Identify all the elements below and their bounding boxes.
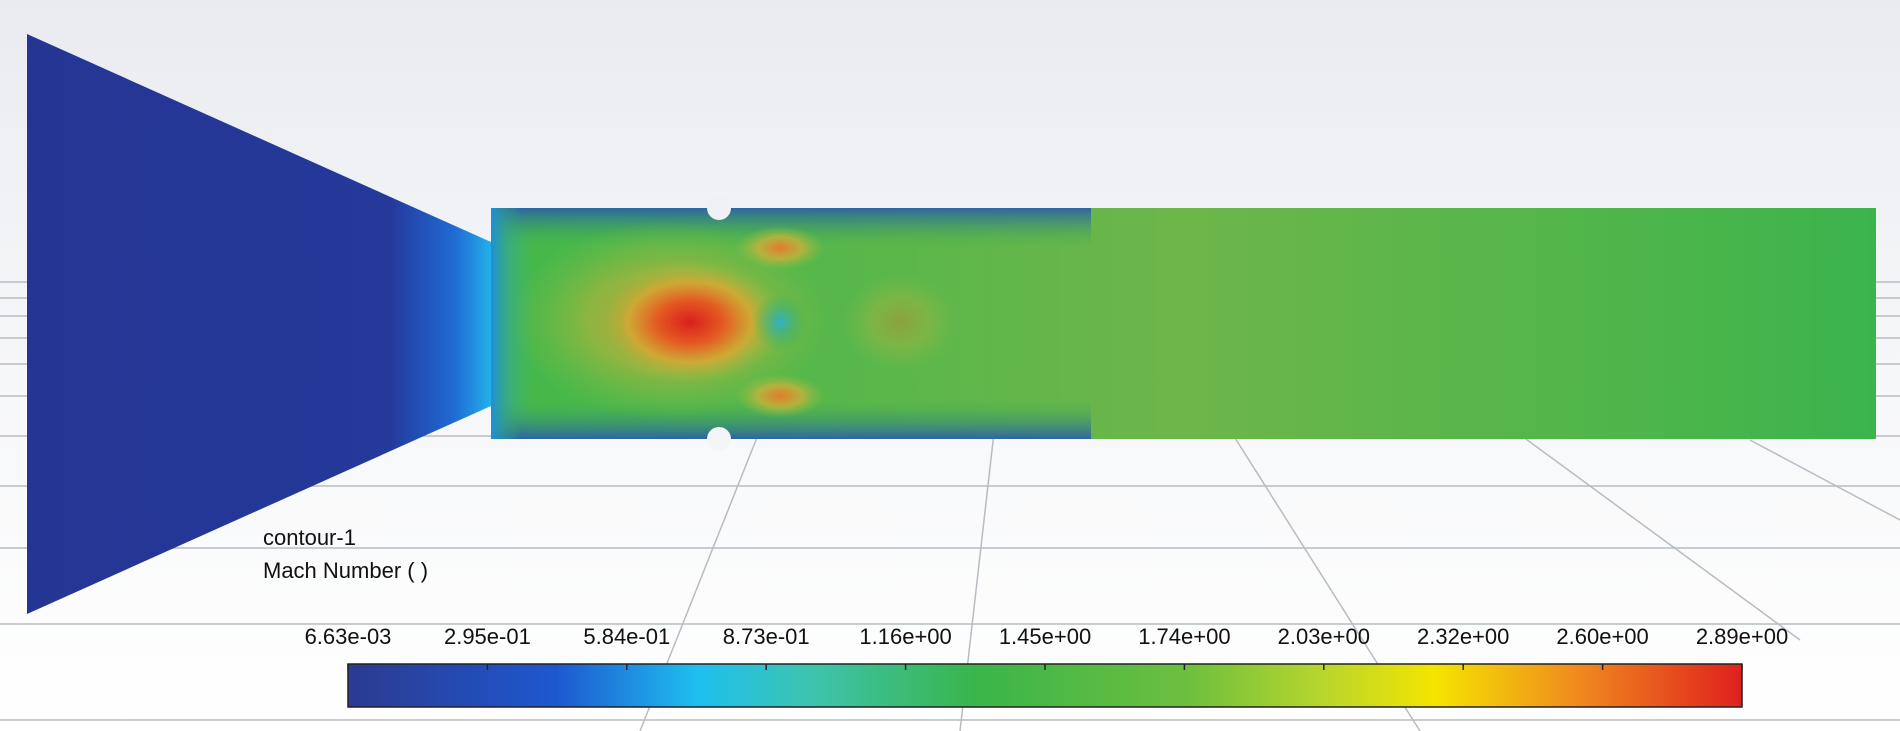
- legend-title: contour-1: [263, 525, 356, 550]
- colorbar-ticks: 6.63e-03 2.95e-01 5.84e-01 8.73e-01 1.16e+00…: [305, 624, 1788, 670]
- colorbar-tick-label: 2.60e+00: [1556, 624, 1648, 649]
- colorbar-tick-label: 1.45e+00: [999, 624, 1091, 649]
- colorbar-tick-label: 8.73e-01: [723, 624, 810, 649]
- colorbar-tick-label: 2.89e+00: [1696, 624, 1788, 649]
- colorbar-tick-label: 6.63e-03: [305, 624, 392, 649]
- colorbar-tick-label: 2.95e-01: [444, 624, 531, 649]
- nozzle-contour: [27, 34, 491, 614]
- colorbar-tick-label: 5.84e-01: [583, 624, 670, 649]
- colorbar-tick-label: 1.16e+00: [859, 624, 951, 649]
- legend-variable: Mach Number ( ): [263, 558, 428, 583]
- colorbar-tick-label: 2.03e+00: [1278, 624, 1370, 649]
- channel-contour: [491, 196, 1876, 451]
- colorbar: [347, 663, 1743, 708]
- colorbar-tick-label: 1.74e+00: [1138, 624, 1230, 649]
- colorbar-tick-label: 2.32e+00: [1417, 624, 1509, 649]
